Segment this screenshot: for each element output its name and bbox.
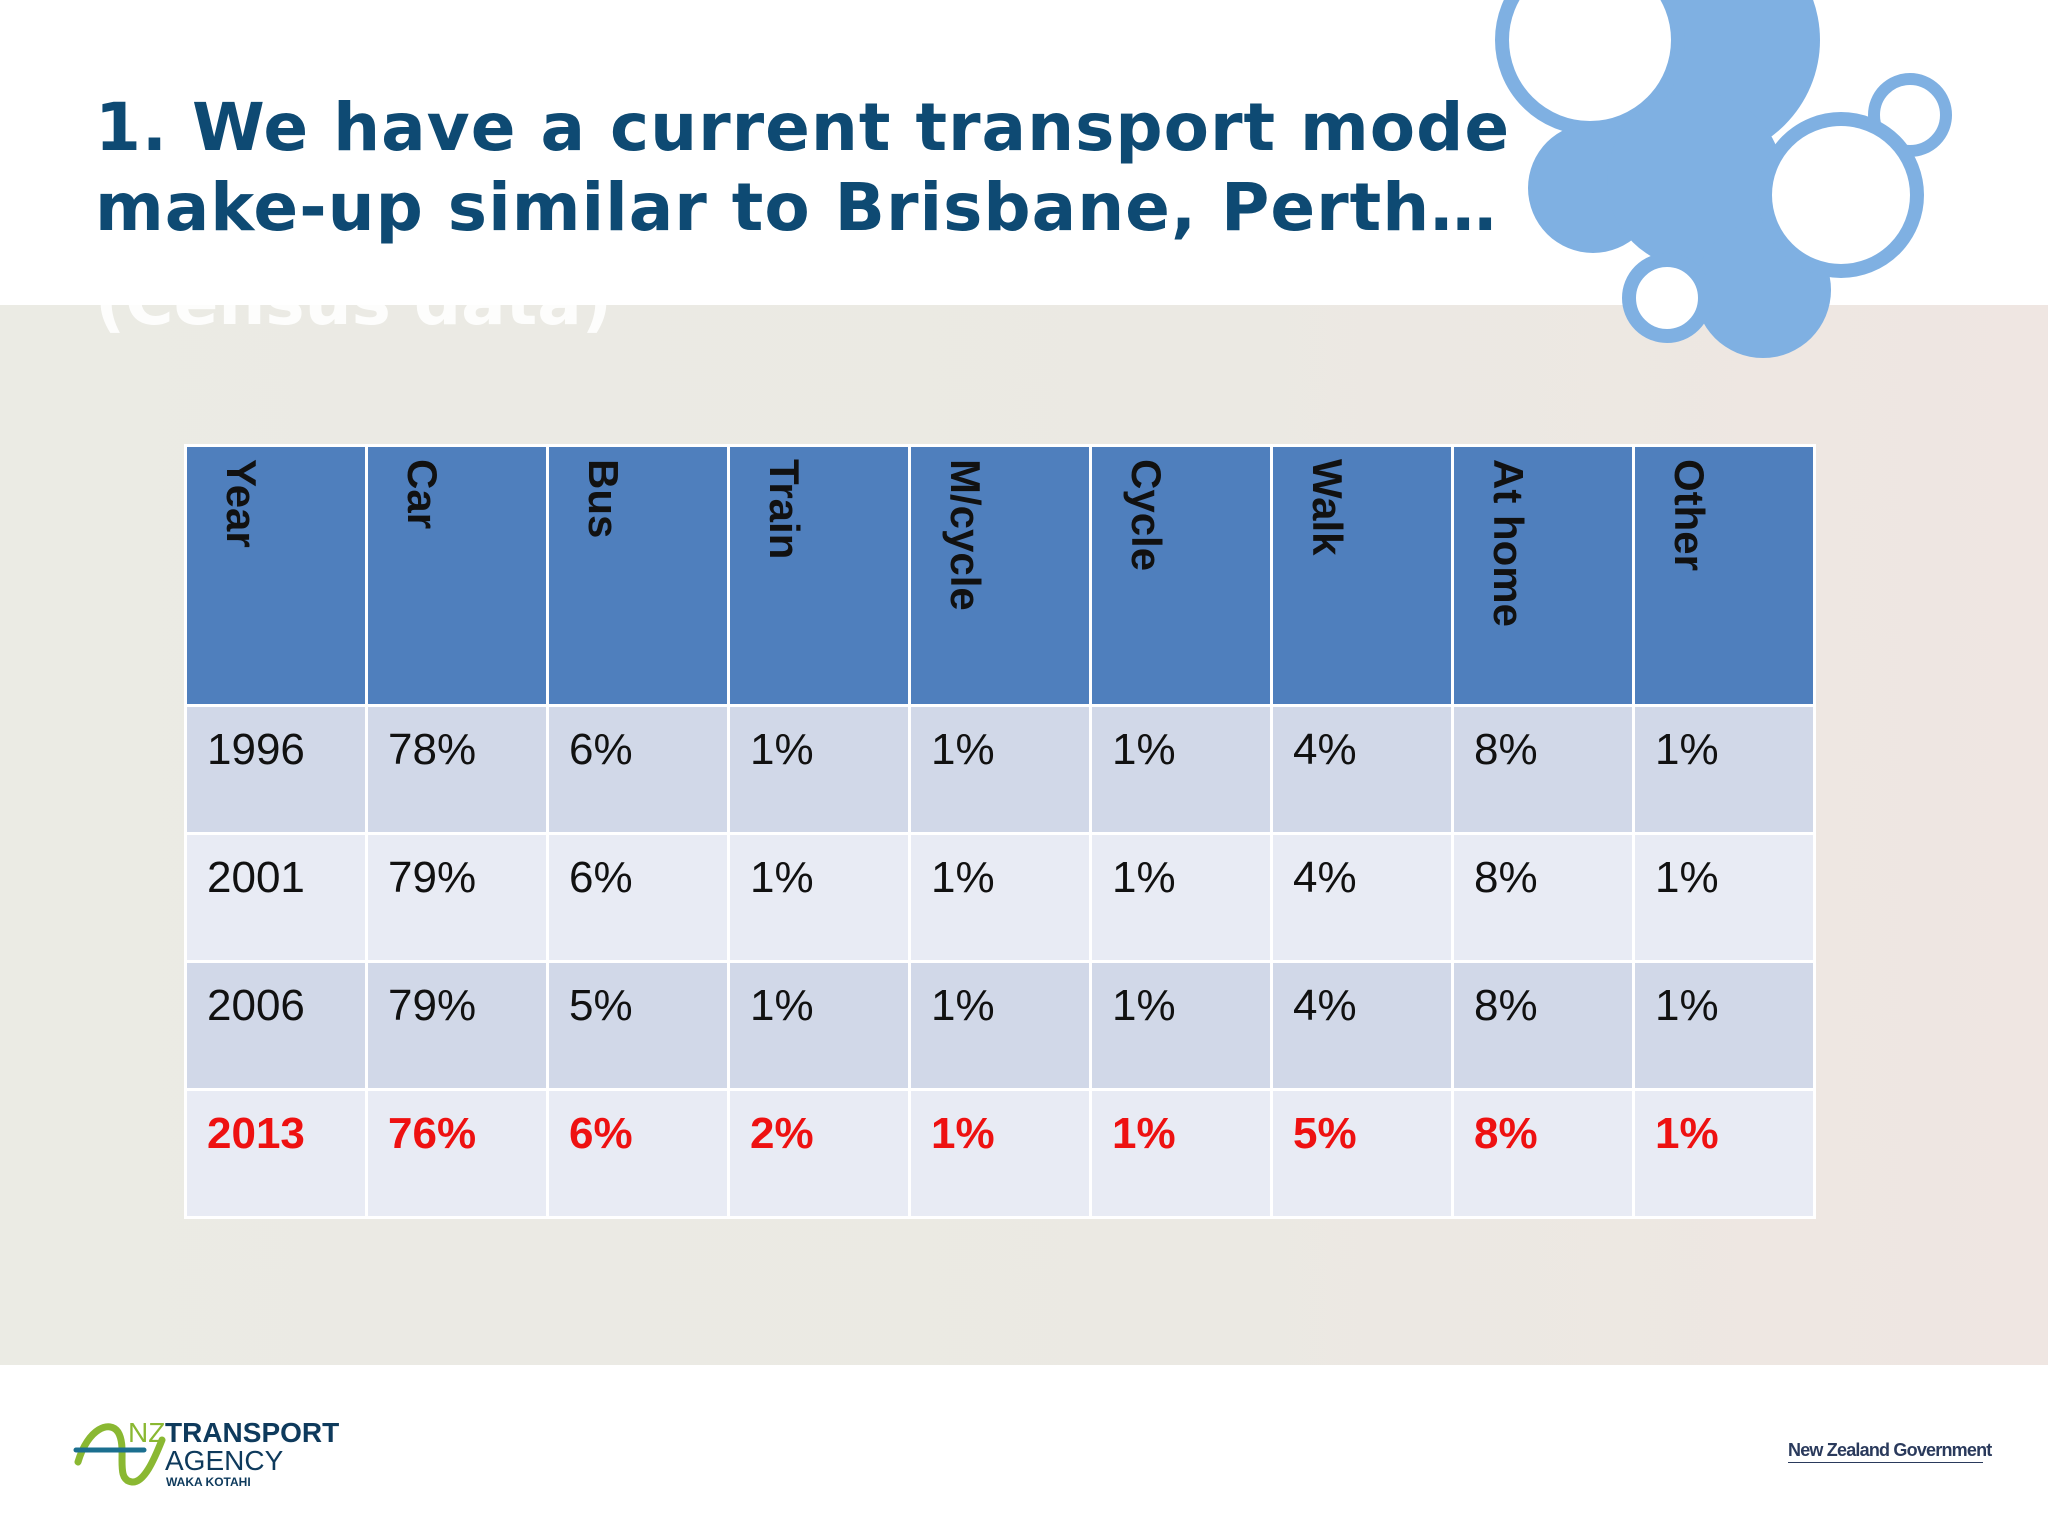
bubble-ring-right bbox=[1758, 112, 1924, 278]
bubble-center bbox=[1607, 92, 1783, 268]
government-underline bbox=[1788, 1462, 1983, 1463]
table-cell: 1% bbox=[1632, 1088, 1816, 1219]
logo-transport: TRANSPORT bbox=[165, 1417, 339, 1448]
table-cell: 5% bbox=[546, 960, 730, 1091]
table-cell: 1% bbox=[1089, 832, 1273, 963]
header-cell: Bus bbox=[546, 444, 730, 707]
table-cell: 2001 bbox=[184, 832, 368, 963]
table-row-2001: 2001 79% 6% 1% 1% 1% 4% 8% 1% bbox=[184, 832, 1816, 963]
table-cell: 79% bbox=[365, 960, 549, 1091]
logo-agency: AGENCY bbox=[165, 1445, 284, 1476]
header-bus: Bus bbox=[580, 459, 627, 539]
header-cell: At home bbox=[1451, 444, 1635, 707]
nz-government-wordmark: New Zealand Government bbox=[1788, 1440, 1992, 1460]
table-cell: 1% bbox=[727, 960, 911, 1091]
header-train: Train bbox=[761, 459, 808, 560]
table-cell: 1% bbox=[908, 1088, 1092, 1219]
table-cell: 2013 bbox=[184, 1088, 368, 1219]
table-cell: 8% bbox=[1451, 704, 1635, 835]
table-cell: 1% bbox=[1089, 960, 1273, 1091]
table-cell: 1% bbox=[1632, 832, 1816, 963]
header-cell: Train bbox=[727, 444, 911, 707]
header-walk: Walk bbox=[1304, 459, 1351, 556]
logo-swoosh-icon bbox=[74, 1423, 166, 1486]
header-year: Year bbox=[218, 459, 265, 548]
table-cell: 8% bbox=[1451, 832, 1635, 963]
table-cell: 4% bbox=[1270, 704, 1454, 835]
title-line-1: 1. We have a current transport mode bbox=[95, 89, 1511, 166]
nzta-logo: NZ TRANSPORT AGENCY WAKA KOTAHI bbox=[73, 1417, 339, 1489]
title-line-2: make-up similar to Brisbane, Perth… bbox=[95, 169, 1498, 246]
bubble-decoration bbox=[1495, 0, 1952, 358]
logo-maori: WAKA KOTAHI bbox=[166, 1475, 251, 1489]
header-at-home: At home bbox=[1485, 459, 1532, 627]
transport-mode-table: Year Car Bus Train M/cycle Cycle Walk At… bbox=[184, 444, 1816, 1219]
footer-band bbox=[0, 1365, 2048, 1536]
table-cell: 5% bbox=[1270, 1088, 1454, 1219]
table-cell: 78% bbox=[365, 704, 549, 835]
table-cell: 4% bbox=[1270, 960, 1454, 1091]
table-cell: 1% bbox=[1632, 960, 1816, 1091]
table-cell: 2% bbox=[727, 1088, 911, 1219]
subtitle-ghost: (Census data) bbox=[95, 263, 612, 340]
table-cell: 8% bbox=[1451, 1088, 1635, 1219]
table-cell: 1% bbox=[727, 832, 911, 963]
table-row-2013: 2013 76% 6% 2% 1% 1% 5% 8% 1% bbox=[184, 1088, 1816, 1219]
table-cell: 6% bbox=[546, 832, 730, 963]
table-cell: 1996 bbox=[184, 704, 368, 835]
table-cell: 6% bbox=[546, 704, 730, 835]
header-row: Year Car Bus Train M/cycle Cycle Walk At… bbox=[184, 444, 1816, 707]
header-other: Other bbox=[1666, 459, 1713, 572]
table-cell: 1% bbox=[908, 704, 1092, 835]
table-cell: 1% bbox=[908, 832, 1092, 963]
table-cell: 1% bbox=[1089, 704, 1273, 835]
table-cell: 1% bbox=[727, 704, 911, 835]
table-cell: 1% bbox=[1632, 704, 1816, 835]
header-cell: Year bbox=[184, 444, 368, 707]
logo-nz: NZ bbox=[128, 1417, 165, 1448]
header-cell: Cycle bbox=[1089, 444, 1273, 707]
header-mcycle: M/cycle bbox=[942, 459, 989, 611]
table-row-2006: 2006 79% 5% 1% 1% 1% 4% 8% 1% bbox=[184, 960, 1816, 1091]
header-cycle: Cycle bbox=[1123, 459, 1170, 572]
table-cell: 1% bbox=[908, 960, 1092, 1091]
bubble-ring-bottom bbox=[1622, 253, 1712, 343]
slide-title: 1. We have a current transport mode make-… bbox=[95, 88, 1515, 248]
table-cell: 4% bbox=[1270, 832, 1454, 963]
header-cell: Car bbox=[365, 444, 549, 707]
table-cell: 1% bbox=[1089, 1088, 1273, 1219]
header-cell: M/cycle bbox=[908, 444, 1092, 707]
table-cell: 79% bbox=[365, 832, 549, 963]
table-cell: 6% bbox=[546, 1088, 730, 1219]
table-cell: 2006 bbox=[184, 960, 368, 1091]
header-cell: Walk bbox=[1270, 444, 1454, 707]
table-cell: 76% bbox=[365, 1088, 549, 1219]
header-car: Car bbox=[399, 459, 446, 530]
header-cell: Other bbox=[1632, 444, 1816, 707]
table-cell: 8% bbox=[1451, 960, 1635, 1091]
table-row-1996: 1996 78% 6% 1% 1% 1% 4% 8% 1% bbox=[184, 704, 1816, 835]
